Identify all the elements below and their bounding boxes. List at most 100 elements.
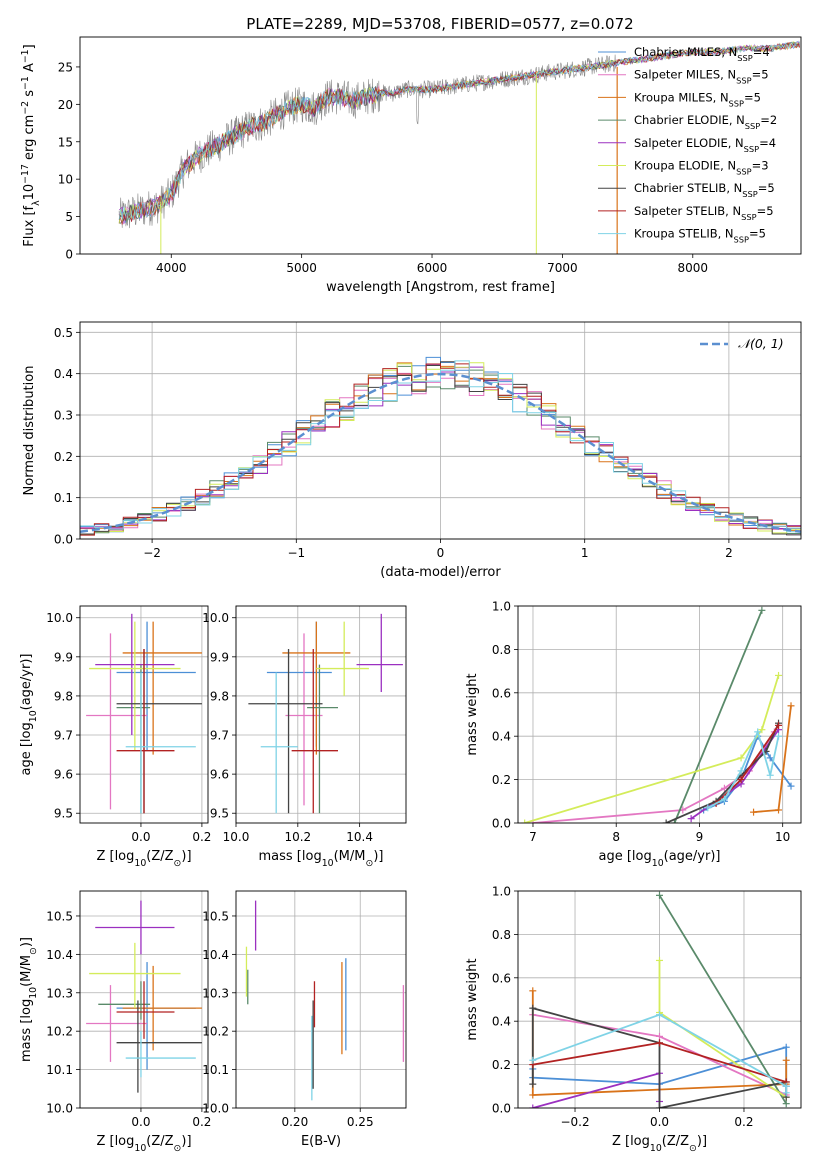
x-tick-label: 5000: [286, 261, 317, 275]
x-tick-label: 9: [696, 830, 704, 844]
y-tick-label: 0.8: [492, 928, 511, 942]
y-tick-label: 9.9: [210, 650, 229, 664]
legend-label: Salpeter STELIB, NSSP=5: [634, 204, 774, 222]
y-tick-label: 9.8: [210, 689, 229, 703]
y-tick-label: 10.4: [202, 948, 229, 962]
axes-frame: [79, 890, 209, 1109]
age_vs_Z-panel: 0.0 0.2 9.5 9.6 9.7 9.8 9.9 10.0 Z [log10(Z/Z⊙)]…: [19, 605, 211, 869]
x-tick-label: 10.2: [284, 830, 311, 844]
y-tick-label: 9.7: [210, 729, 229, 743]
y-tick-label: 10.5: [202, 909, 229, 923]
age_vs_mass-panel: 10.0 10.2 10.4 9.5 9.6 9.7 9.8 9.9 10.0 mass [log…: [202, 605, 407, 869]
legend-label: Kroupa MILES, NSSP=5: [634, 90, 761, 108]
y-tick-label: 0.2: [492, 773, 511, 787]
figure-title: PLATE=2289, MJD=53708, FIBERID=0577, z=0…: [246, 15, 633, 33]
y-axis-label: mass weight: [465, 673, 480, 755]
x-tick-label: 0.2: [192, 1115, 211, 1129]
axes-frame: [79, 36, 802, 255]
axes-frame: [517, 890, 802, 1109]
x-tick-label: 10: [775, 830, 790, 844]
y-tick-label: 25: [58, 60, 73, 74]
y-tick-label: 0.0: [492, 817, 511, 831]
legend-label: Salpeter MILES, NSSP=5: [634, 68, 769, 86]
y-axis-label: Flux [fλ10−17 erg cm−2 s−1 A−1]: [20, 44, 42, 246]
x-axis-label: (data-model)/error: [380, 565, 501, 580]
y-tick-label: 10.1: [202, 1063, 229, 1077]
x-axis-label: Z [log10(Z/Z⊙)]: [96, 1134, 191, 1154]
x-tick-label: 2: [725, 546, 733, 560]
x-tick-label: 0.2: [734, 1115, 753, 1129]
x-tick-label: 0.25: [347, 1115, 374, 1129]
y-tick-label: 0.6: [492, 686, 511, 700]
spectrum-lines: [118, 40, 801, 254]
y-tick-label: 0.1: [54, 491, 73, 505]
y-tick-label: 10.3: [46, 986, 73, 1000]
mass_weight_vs_Z-panel: −0.2 0.0 0.2 0.0 0.2 0.4 0.6 0.8 1.0 Z [log10(Z/Z…: [465, 885, 802, 1154]
legend-label: Salpeter ELODIE, NSSP=4: [634, 136, 776, 154]
y-tick-label: 0.0: [54, 533, 73, 547]
weight-lines: [529, 891, 790, 1108]
weight-line: [658, 894, 787, 1105]
histograms: [80, 356, 801, 539]
x-axis-label: mass [log10(M/M⊙)]: [259, 849, 384, 869]
x-tick-label: 10.4: [346, 830, 373, 844]
spectrum-data-line: [118, 54, 618, 229]
y-axis-label: age [log10(age/yr)]: [19, 654, 39, 776]
errorbars: [245, 900, 405, 1101]
axes-frame: [79, 605, 209, 824]
legend-label: Chabrier ELODIE, NSSP=2: [634, 113, 777, 131]
y-axis-label: mass weight: [465, 958, 480, 1040]
spectrum-panel: 4000 5000 6000 7000 8000 0 5 10 15 20 25 wavelength…: [20, 36, 802, 295]
y-tick-label: 9.6: [210, 768, 229, 782]
spectrum-model-line: [118, 41, 800, 221]
x-tick-label: −0.2: [560, 1115, 589, 1129]
y-tick-label: 9.6: [54, 768, 73, 782]
y-tick-label: 10.1: [46, 1063, 73, 1077]
y-tick-label: 9.7: [54, 729, 73, 743]
y-tick-label: 9.5: [54, 807, 73, 821]
y-tick-label: 20: [58, 98, 73, 112]
weight-line: [707, 729, 780, 809]
normal-curve: [80, 372, 801, 534]
y-tick-label: 10.0: [46, 611, 73, 625]
x-tick-label: 0.20: [281, 1115, 308, 1129]
y-tick-label: 10.4: [46, 948, 73, 962]
weight-line: [673, 609, 763, 823]
y-tick-label: 0.4: [54, 367, 73, 381]
residuals-legend: 𝒩(0, 1): [700, 336, 784, 351]
y-tick-label: 0.5: [54, 326, 73, 340]
y-tick-label: 0.4: [492, 730, 511, 744]
y-tick-label: 15: [58, 135, 73, 149]
x-tick-label: 8: [612, 830, 620, 844]
y-axis-label: Normed distribution: [22, 366, 37, 496]
y-tick-label: 0.4: [492, 1015, 511, 1029]
x-tick-label: 4000: [156, 261, 187, 275]
x-tick-label: 10.0: [223, 830, 250, 844]
mass_vs_Z-panel: 0.0 0.2 10.0 10.1 10.2 10.3 10.4 10.5 Z [log10(Z…: [19, 890, 211, 1154]
legend-label: Kroupa ELODIE, NSSP=3: [634, 159, 769, 177]
y-tick-label: 9.9: [54, 650, 73, 664]
x-tick-label: 0.0: [650, 1115, 669, 1129]
y-tick-label: 10: [58, 173, 73, 187]
x-axis-label: Z [log10(Z/Z⊙)]: [96, 849, 191, 869]
x-tick-label: 7: [529, 830, 537, 844]
x-axis-label: E(B-V): [301, 1134, 341, 1149]
legend-label: Kroupa STELIB, NSSP=5: [634, 227, 766, 245]
y-tick-label: 10.5: [46, 909, 73, 923]
errorbars: [248, 613, 403, 814]
x-tick-label: −2: [143, 546, 161, 560]
x-tick-label: −1: [287, 546, 305, 560]
x-tick-label: 1: [581, 546, 589, 560]
x-tick-label: 0.0: [131, 1115, 150, 1129]
axes-frame: [517, 605, 802, 824]
x-tick-label: 6000: [417, 261, 448, 275]
axes-frame: [235, 605, 407, 824]
y-tick-label: 0.8: [492, 643, 511, 657]
y-tick-label: 0.3: [54, 409, 73, 423]
x-tick-label: 0.2: [192, 830, 211, 844]
y-tick-label: 9.8: [54, 689, 73, 703]
y-tick-label: 9.5: [210, 807, 229, 821]
y-tick-label: 10.0: [202, 1102, 229, 1116]
residuals-panel: −2 −1 0 1 2 0.0 0.1 0.2 0.3 0.4 0.5 (data-model)/er…: [22, 321, 802, 580]
